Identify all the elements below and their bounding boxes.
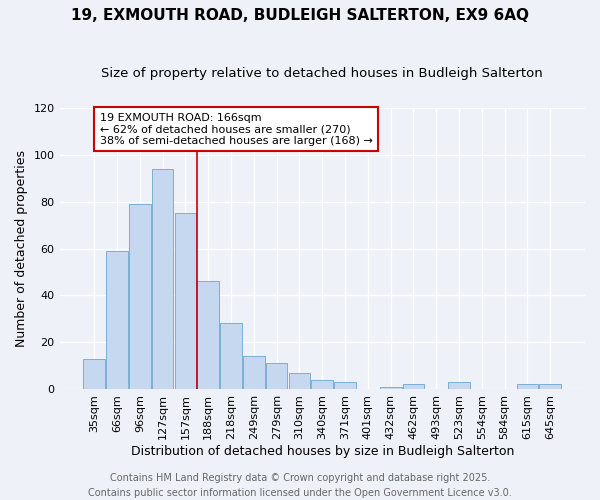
Bar [220, 324, 242, 389]
Bar [106, 251, 128, 389]
Bar [403, 384, 424, 389]
Bar [311, 380, 333, 389]
Title: Size of property relative to detached houses in Budleigh Salterton: Size of property relative to detached ho… [101, 68, 543, 80]
Bar [243, 356, 265, 389]
Bar [380, 386, 401, 389]
Bar [517, 384, 538, 389]
Bar [266, 363, 287, 389]
Bar [129, 204, 151, 389]
Bar [83, 358, 105, 389]
Text: Contains HM Land Registry data © Crown copyright and database right 2025.
Contai: Contains HM Land Registry data © Crown c… [88, 472, 512, 498]
Bar [289, 372, 310, 389]
Bar [175, 214, 196, 389]
Bar [197, 282, 219, 389]
Text: 19, EXMOUTH ROAD, BUDLEIGH SALTERTON, EX9 6AQ: 19, EXMOUTH ROAD, BUDLEIGH SALTERTON, EX… [71, 8, 529, 22]
Text: 19 EXMOUTH ROAD: 166sqm
← 62% of detached houses are smaller (270)
38% of semi-d: 19 EXMOUTH ROAD: 166sqm ← 62% of detache… [100, 112, 373, 146]
Y-axis label: Number of detached properties: Number of detached properties [15, 150, 28, 347]
X-axis label: Distribution of detached houses by size in Budleigh Salterton: Distribution of detached houses by size … [131, 444, 514, 458]
Bar [152, 169, 173, 389]
Bar [334, 382, 356, 389]
Bar [448, 382, 470, 389]
Bar [539, 384, 561, 389]
